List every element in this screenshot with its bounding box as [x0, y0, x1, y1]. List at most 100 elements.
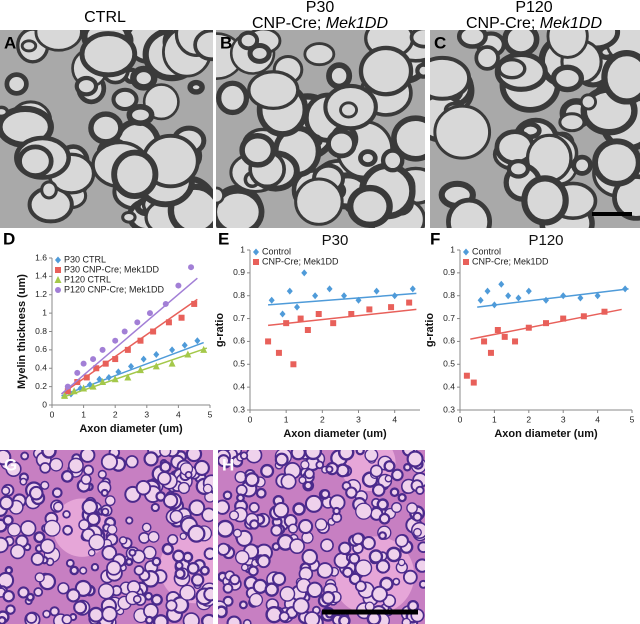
fiber — [378, 531, 387, 540]
axon — [187, 79, 205, 95]
fiber — [28, 485, 44, 501]
point — [470, 379, 477, 386]
fiber — [218, 454, 231, 468]
fiber — [101, 605, 118, 623]
point — [80, 360, 87, 367]
x-tick-label: 1 — [81, 409, 86, 419]
fiber — [355, 502, 373, 520]
micrograph — [218, 450, 425, 624]
axon — [111, 149, 159, 200]
axon — [339, 101, 359, 119]
panel-label: H — [222, 455, 234, 474]
fiber — [389, 487, 400, 498]
fiber — [144, 615, 154, 624]
y-tick-label: 0.4 — [35, 363, 47, 373]
point — [543, 320, 549, 327]
point — [275, 349, 282, 356]
y-tick-label: 1 — [450, 244, 455, 254]
fiber — [78, 519, 90, 531]
point — [83, 374, 90, 381]
axon — [79, 31, 138, 78]
fiber — [133, 565, 145, 576]
point — [268, 296, 275, 304]
fiber — [418, 579, 425, 589]
point — [99, 346, 106, 353]
fiber — [34, 572, 45, 583]
point — [265, 338, 272, 345]
fiber — [300, 460, 310, 470]
point — [181, 341, 188, 349]
trend-line — [268, 308, 417, 327]
fiber — [199, 565, 210, 576]
fiber — [260, 463, 275, 479]
fiber — [0, 536, 9, 554]
fiber — [19, 520, 37, 537]
point — [146, 310, 153, 317]
point — [487, 349, 494, 356]
fiber — [41, 450, 57, 459]
fiber — [25, 592, 35, 602]
x-tick-label: 1 — [492, 414, 497, 424]
fiber — [415, 485, 425, 496]
axon — [571, 154, 593, 176]
fiber — [314, 518, 328, 531]
point — [301, 269, 308, 277]
fiber — [412, 527, 422, 537]
fiber — [279, 586, 296, 602]
axon — [74, 75, 99, 97]
fiber — [401, 617, 412, 624]
fiber — [97, 582, 115, 600]
fiber — [40, 480, 50, 490]
legend-marker — [253, 259, 259, 265]
point — [140, 355, 147, 363]
point — [188, 264, 195, 271]
fiber — [201, 507, 213, 523]
fiber — [186, 562, 200, 575]
point — [191, 300, 198, 307]
fiber — [403, 463, 412, 472]
fiber — [68, 457, 84, 474]
fiber — [2, 514, 14, 526]
fiber — [364, 450, 379, 463]
legend-label: P120 CNP-Cre; Mek1DD — [64, 284, 165, 294]
fiber — [19, 477, 28, 486]
axon — [446, 197, 493, 228]
fiber — [107, 524, 118, 535]
fiber — [242, 618, 252, 624]
y-tick-label: 0.3 — [233, 404, 245, 414]
y-tick-label: 0.7 — [233, 313, 245, 323]
point — [279, 310, 286, 318]
x-tick-label: 0 — [458, 414, 463, 424]
point — [505, 292, 512, 300]
point — [297, 315, 304, 322]
point — [168, 359, 176, 367]
fiber — [60, 470, 74, 483]
fiber — [118, 536, 128, 545]
axon — [17, 144, 54, 178]
fiber — [188, 499, 206, 517]
fiber — [383, 460, 396, 473]
fiber — [337, 450, 355, 461]
point — [315, 311, 322, 317]
fiber — [179, 532, 188, 540]
panel-label: G — [4, 455, 17, 474]
micrograph — [216, 30, 425, 228]
axon — [558, 112, 586, 133]
x-tick-label: 4 — [595, 414, 600, 424]
fiber — [81, 498, 99, 516]
fiber — [0, 495, 14, 511]
y-tick-label: 1.4 — [35, 271, 47, 281]
fiber — [264, 582, 279, 597]
fiber — [236, 493, 245, 503]
axon — [34, 30, 83, 52]
fiber — [187, 524, 206, 543]
fiber — [315, 460, 325, 470]
axon — [433, 104, 492, 160]
fiber — [272, 501, 290, 519]
fiber — [49, 606, 60, 617]
fiber — [151, 556, 162, 567]
point — [137, 337, 144, 344]
fiber — [49, 457, 64, 472]
fiber — [218, 499, 231, 515]
fiber — [325, 465, 334, 474]
